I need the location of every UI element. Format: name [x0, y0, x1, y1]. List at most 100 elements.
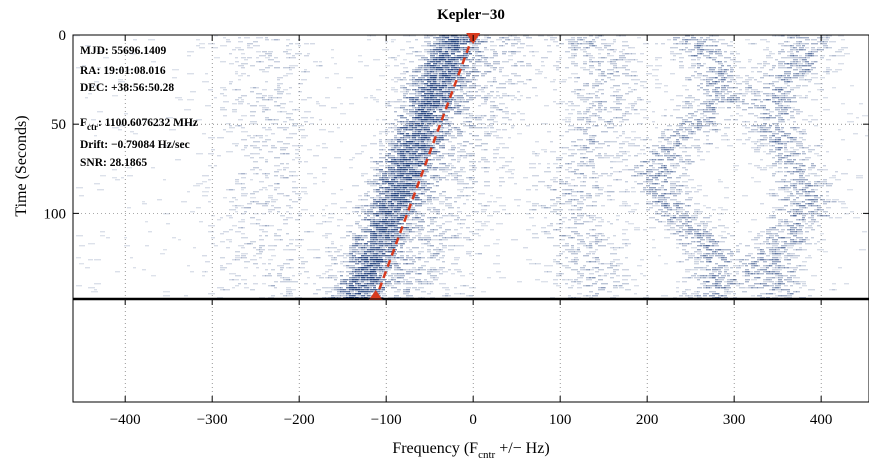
- power-pixel: [673, 109, 680, 111]
- power-pixel: [286, 93, 291, 95]
- power-pixel: [172, 237, 176, 239]
- power-pixel: [391, 235, 394, 237]
- power-pixel: [583, 133, 588, 135]
- power-pixel: [724, 77, 727, 79]
- power-pixel: [460, 101, 466, 103]
- power-pixel: [382, 173, 387, 175]
- power-pixel: [796, 197, 799, 199]
- power-pixel: [178, 125, 182, 127]
- power-pixel: [400, 239, 403, 241]
- power-pixel: [670, 159, 673, 161]
- power-pixel: [685, 205, 689, 207]
- power-pixel: [499, 45, 503, 47]
- power-pixel: [820, 83, 823, 85]
- power-pixel: [265, 81, 268, 83]
- power-pixel: [511, 45, 515, 47]
- power-pixel: [718, 71, 725, 73]
- power-pixel: [319, 61, 322, 63]
- power-pixel: [577, 177, 581, 179]
- power-pixel: [709, 233, 712, 235]
- power-pixel: [736, 83, 742, 85]
- power-pixel: [481, 225, 488, 227]
- power-pixel: [598, 117, 602, 119]
- power-pixel: [274, 171, 279, 173]
- power-pixel: [493, 153, 499, 155]
- power-pixel: [808, 227, 813, 229]
- power-pixel: [427, 79, 430, 81]
- power-pixel: [274, 235, 281, 237]
- power-pixel: [709, 111, 712, 113]
- power-pixel: [712, 45, 717, 47]
- power-pixel: [508, 83, 515, 85]
- power-pixel: [454, 65, 459, 67]
- power-pixel: [688, 55, 695, 57]
- power-pixel: [448, 123, 451, 125]
- power-pixel: [271, 145, 275, 147]
- power-pixel: [622, 59, 628, 61]
- power-pixel: [454, 171, 460, 173]
- power-pixel: [661, 147, 664, 149]
- power-pixel: [784, 155, 788, 157]
- power-pixel: [550, 35, 553, 37]
- power-pixel: [394, 159, 401, 161]
- power-pixel: [691, 63, 698, 65]
- power-pixel: [421, 199, 428, 201]
- power-pixel: [376, 213, 382, 215]
- power-pixel: [373, 135, 376, 137]
- power-pixel: [403, 187, 407, 189]
- power-pixel: [268, 99, 273, 101]
- power-pixel: [463, 55, 469, 57]
- power-pixel: [790, 193, 793, 195]
- power-pixel: [421, 127, 427, 129]
- power-pixel: [823, 165, 826, 167]
- power-pixel: [445, 131, 449, 133]
- power-pixel: [337, 87, 341, 89]
- power-pixel: [547, 187, 551, 189]
- power-pixel: [481, 61, 488, 63]
- power-pixel: [805, 231, 809, 233]
- power-pixel: [274, 165, 280, 167]
- power-pixel: [673, 167, 677, 169]
- power-pixel: [475, 43, 481, 45]
- power-pixel: [448, 173, 452, 175]
- power-pixel: [445, 57, 449, 59]
- power-pixel: [751, 89, 758, 91]
- power-pixel: [235, 231, 241, 233]
- power-pixel: [574, 47, 581, 49]
- power-pixel: [766, 193, 770, 195]
- power-pixel: [241, 183, 245, 185]
- power-pixel: [403, 195, 410, 197]
- power-pixel: [439, 127, 444, 129]
- power-pixel: [673, 223, 676, 225]
- power-pixel: [763, 93, 769, 95]
- power-pixel: [610, 59, 617, 61]
- power-pixel: [775, 75, 782, 77]
- power-pixel: [763, 123, 767, 125]
- power-pixel: [397, 145, 402, 147]
- power-pixel: [778, 117, 783, 119]
- power-pixel: [625, 137, 631, 139]
- power-pixel: [547, 167, 550, 169]
- power-pixel: [712, 109, 715, 111]
- power-pixel: [622, 133, 625, 135]
- power-pixel: [379, 179, 384, 181]
- power-pixel: [220, 61, 226, 63]
- power-pixel: [490, 115, 495, 117]
- power-pixel: [205, 187, 210, 189]
- power-pixel: [583, 117, 588, 119]
- power-pixel: [802, 37, 809, 39]
- power-pixel: [472, 167, 477, 169]
- power-pixel: [394, 187, 397, 189]
- power-pixel: [841, 207, 848, 209]
- power-pixel: [523, 177, 528, 179]
- power-pixel: [481, 143, 488, 145]
- power-pixel: [670, 147, 674, 149]
- power-pixel: [280, 147, 283, 149]
- power-pixel: [319, 129, 326, 131]
- power-pixel: [667, 151, 670, 153]
- power-pixel: [790, 147, 794, 149]
- power-pixel: [484, 41, 487, 43]
- power-pixel: [511, 53, 516, 55]
- power-pixel: [379, 235, 382, 237]
- power-pixel: [784, 171, 790, 173]
